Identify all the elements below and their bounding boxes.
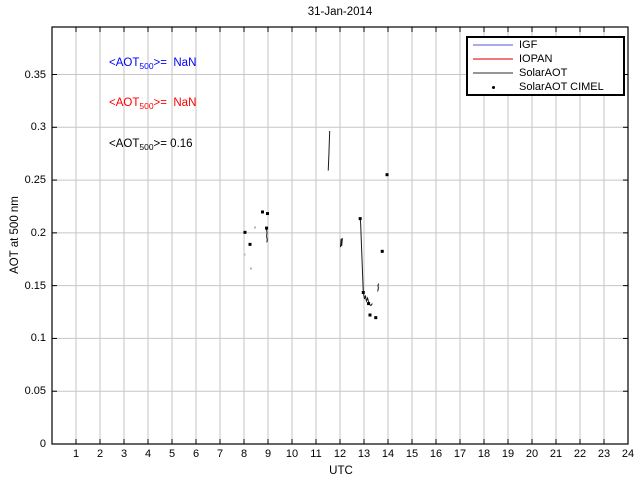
x-tick-label: 9 <box>264 448 272 460</box>
legend-box: IGF IOPAN SolarAOT SolarAOT CIMEL <box>466 36 625 96</box>
chart-title: 31-Jan-2014 <box>307 6 373 18</box>
x-axis-label: UTC <box>329 465 353 477</box>
x-tick-label: 22 <box>573 448 587 460</box>
solaraot-line-sample <box>473 72 513 74</box>
x-tick-label: 14 <box>381 448 395 460</box>
x-tick-label: 11 <box>310 448 322 460</box>
x-tick-label: 4 <box>144 448 152 460</box>
legend-label: SolarAOT <box>519 67 568 79</box>
x-tick-label: 18 <box>477 448 491 460</box>
x-tick-label: 2 <box>96 448 104 460</box>
legend-item-iopan: IOPAN <box>468 52 623 66</box>
mean-aot-annotation-igf: <AOT500>= NaN <box>109 56 197 72</box>
x-tick-label: 8 <box>240 448 248 460</box>
x-tick-label: 12 <box>333 448 347 460</box>
y-tick-label: 0.15 <box>24 279 46 292</box>
x-tick-label: 1 <box>72 448 80 460</box>
y-tick-label: 0.05 <box>24 385 46 398</box>
x-tick-label: 6 <box>192 448 200 460</box>
iopan-line-sample <box>473 58 513 60</box>
legend-label: IGF <box>519 39 538 51</box>
legend-item-solaraot-cimel: SolarAOT CIMEL <box>468 80 623 94</box>
y-tick-label: 0.3 <box>30 121 46 134</box>
legend-label: SolarAOT CIMEL <box>519 81 604 93</box>
legend-item-solaraot: SolarAOT <box>468 66 623 80</box>
igf-line-sample <box>473 44 513 46</box>
y-tick-label: 0.25 <box>24 174 46 187</box>
x-tick-label: 3 <box>120 448 128 460</box>
solaraot-cimel-marker-sample <box>473 85 513 89</box>
legend-item-igf: IGF <box>468 38 623 52</box>
mean-aot-annotation-iopan: <AOT500>= NaN <box>109 96 197 112</box>
x-tick-label: 5 <box>168 448 176 460</box>
x-tick-label: 17 <box>453 448 467 460</box>
x-tick-label: 15 <box>405 448 419 460</box>
mean-aot-annotation-solaraot: <AOT500>= 0.16 <box>109 137 193 153</box>
x-tick-label: 20 <box>525 448 539 460</box>
y-tick-label: 0.1 <box>30 332 46 345</box>
x-tick-label: 23 <box>597 448 611 460</box>
x-tick-label: 24 <box>621 448 635 460</box>
x-tick-label: 16 <box>429 448 443 460</box>
y-tick-label: 0.2 <box>30 226 46 239</box>
x-tick-label: 10 <box>285 448 299 460</box>
x-tick-label: 19 <box>501 448 515 460</box>
x-tick-label: 7 <box>216 448 224 460</box>
y-tick-label: 0.35 <box>24 68 46 81</box>
x-tick-label: 13 <box>357 448 371 460</box>
y-axis-label: AOT at 500 nm <box>9 196 21 274</box>
y-tick-label: 0 <box>39 438 46 450</box>
x-tick-label: 21 <box>549 448 563 460</box>
legend-label: IOPAN <box>519 53 553 65</box>
